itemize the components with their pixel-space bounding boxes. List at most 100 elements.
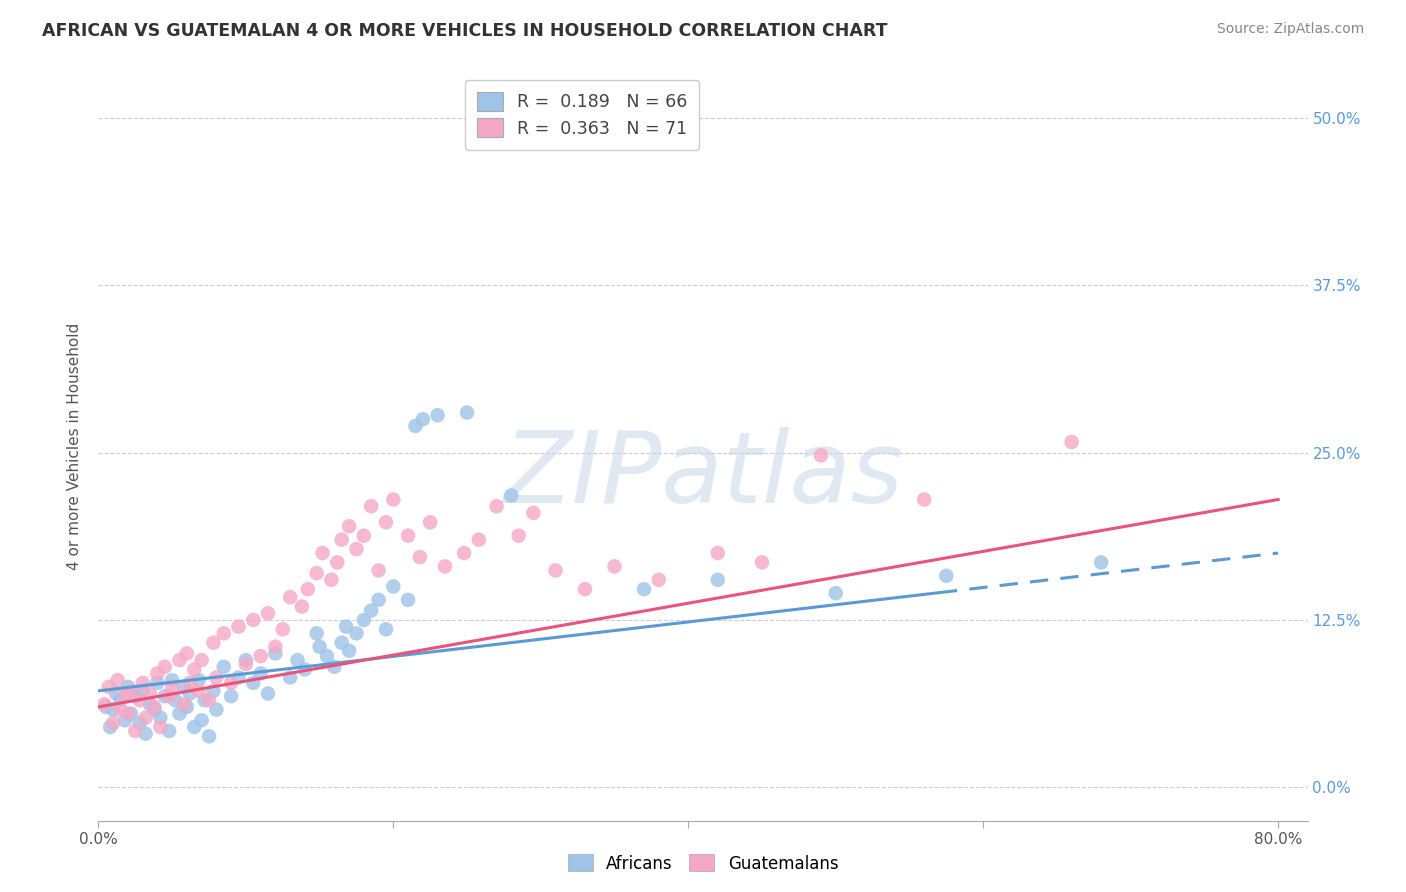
Point [321,573,343,587]
Point [149,720,172,734]
Point [456,406,478,420]
Point [160,680,183,694]
Point [264,640,287,654]
Point [751,555,773,570]
Point [153,689,176,703]
Point [278,591,301,605]
Point [305,566,328,581]
Point [257,607,280,621]
Point [409,549,432,565]
Point [98,720,121,734]
Point [228,620,250,634]
Point [173,698,195,712]
Point [124,724,146,739]
Point [508,528,530,542]
Point [183,662,205,677]
Point [110,693,132,707]
Point [264,646,287,660]
Point [810,449,832,463]
Point [146,666,169,681]
Point [120,684,142,698]
Point [297,582,319,597]
Point [346,542,368,557]
Point [202,636,225,650]
Y-axis label: 4 or more Vehicles in Household: 4 or more Vehicles in Household [67,322,83,570]
Legend: R =  0.189   N = 66, R =  0.363   N = 71: R = 0.189 N = 66, R = 0.363 N = 71 [465,80,699,150]
Point [396,592,419,607]
Point [219,689,242,703]
Point [169,706,191,721]
Point [291,599,314,614]
Point [101,715,124,730]
Legend: Africans, Guatemalans: Africans, Guatemalans [561,847,845,880]
Point [935,569,957,583]
Point [305,626,328,640]
Point [412,412,434,426]
Point [139,687,162,701]
Point [311,546,333,560]
Point [375,623,398,637]
Point [337,519,360,533]
Point [135,710,157,724]
Point [117,680,139,694]
Point [143,699,166,714]
Point [419,516,441,530]
Point [323,660,346,674]
Point [212,626,235,640]
Point [278,671,301,685]
Point [433,559,456,574]
Point [194,693,217,707]
Point [114,714,136,728]
Point [360,604,382,618]
Point [382,580,405,594]
Point [574,582,596,597]
Point [912,492,935,507]
Point [114,689,136,703]
Point [149,710,172,724]
Point [173,680,195,694]
Point [202,684,225,698]
Point [124,689,146,703]
Point [375,516,398,530]
Point [198,693,221,707]
Point [1060,435,1083,450]
Point [143,703,166,717]
Point [396,528,419,542]
Point [105,687,128,701]
Point [603,559,626,574]
Point [271,623,294,637]
Point [501,489,523,503]
Point [367,564,389,578]
Point [176,699,198,714]
Point [824,586,846,600]
Point [257,687,280,701]
Point [404,419,426,434]
Point [235,653,257,667]
Point [316,649,339,664]
Point [242,676,264,690]
Point [187,684,209,698]
Point [97,680,120,694]
Point [107,673,129,688]
Point [706,546,728,560]
Point [157,689,180,703]
Point [190,714,212,728]
Point [101,703,124,717]
Point [205,671,228,685]
Point [160,673,183,688]
Point [1090,555,1112,570]
Point [128,693,150,707]
Point [146,676,169,690]
Point [219,676,242,690]
Point [382,492,405,507]
Point [308,640,330,654]
Point [205,703,228,717]
Point [249,666,271,681]
Point [294,662,316,677]
Point [330,636,353,650]
Point [633,582,655,597]
Point [468,533,491,547]
Point [190,653,212,667]
Point [326,555,349,570]
Point [212,660,235,674]
